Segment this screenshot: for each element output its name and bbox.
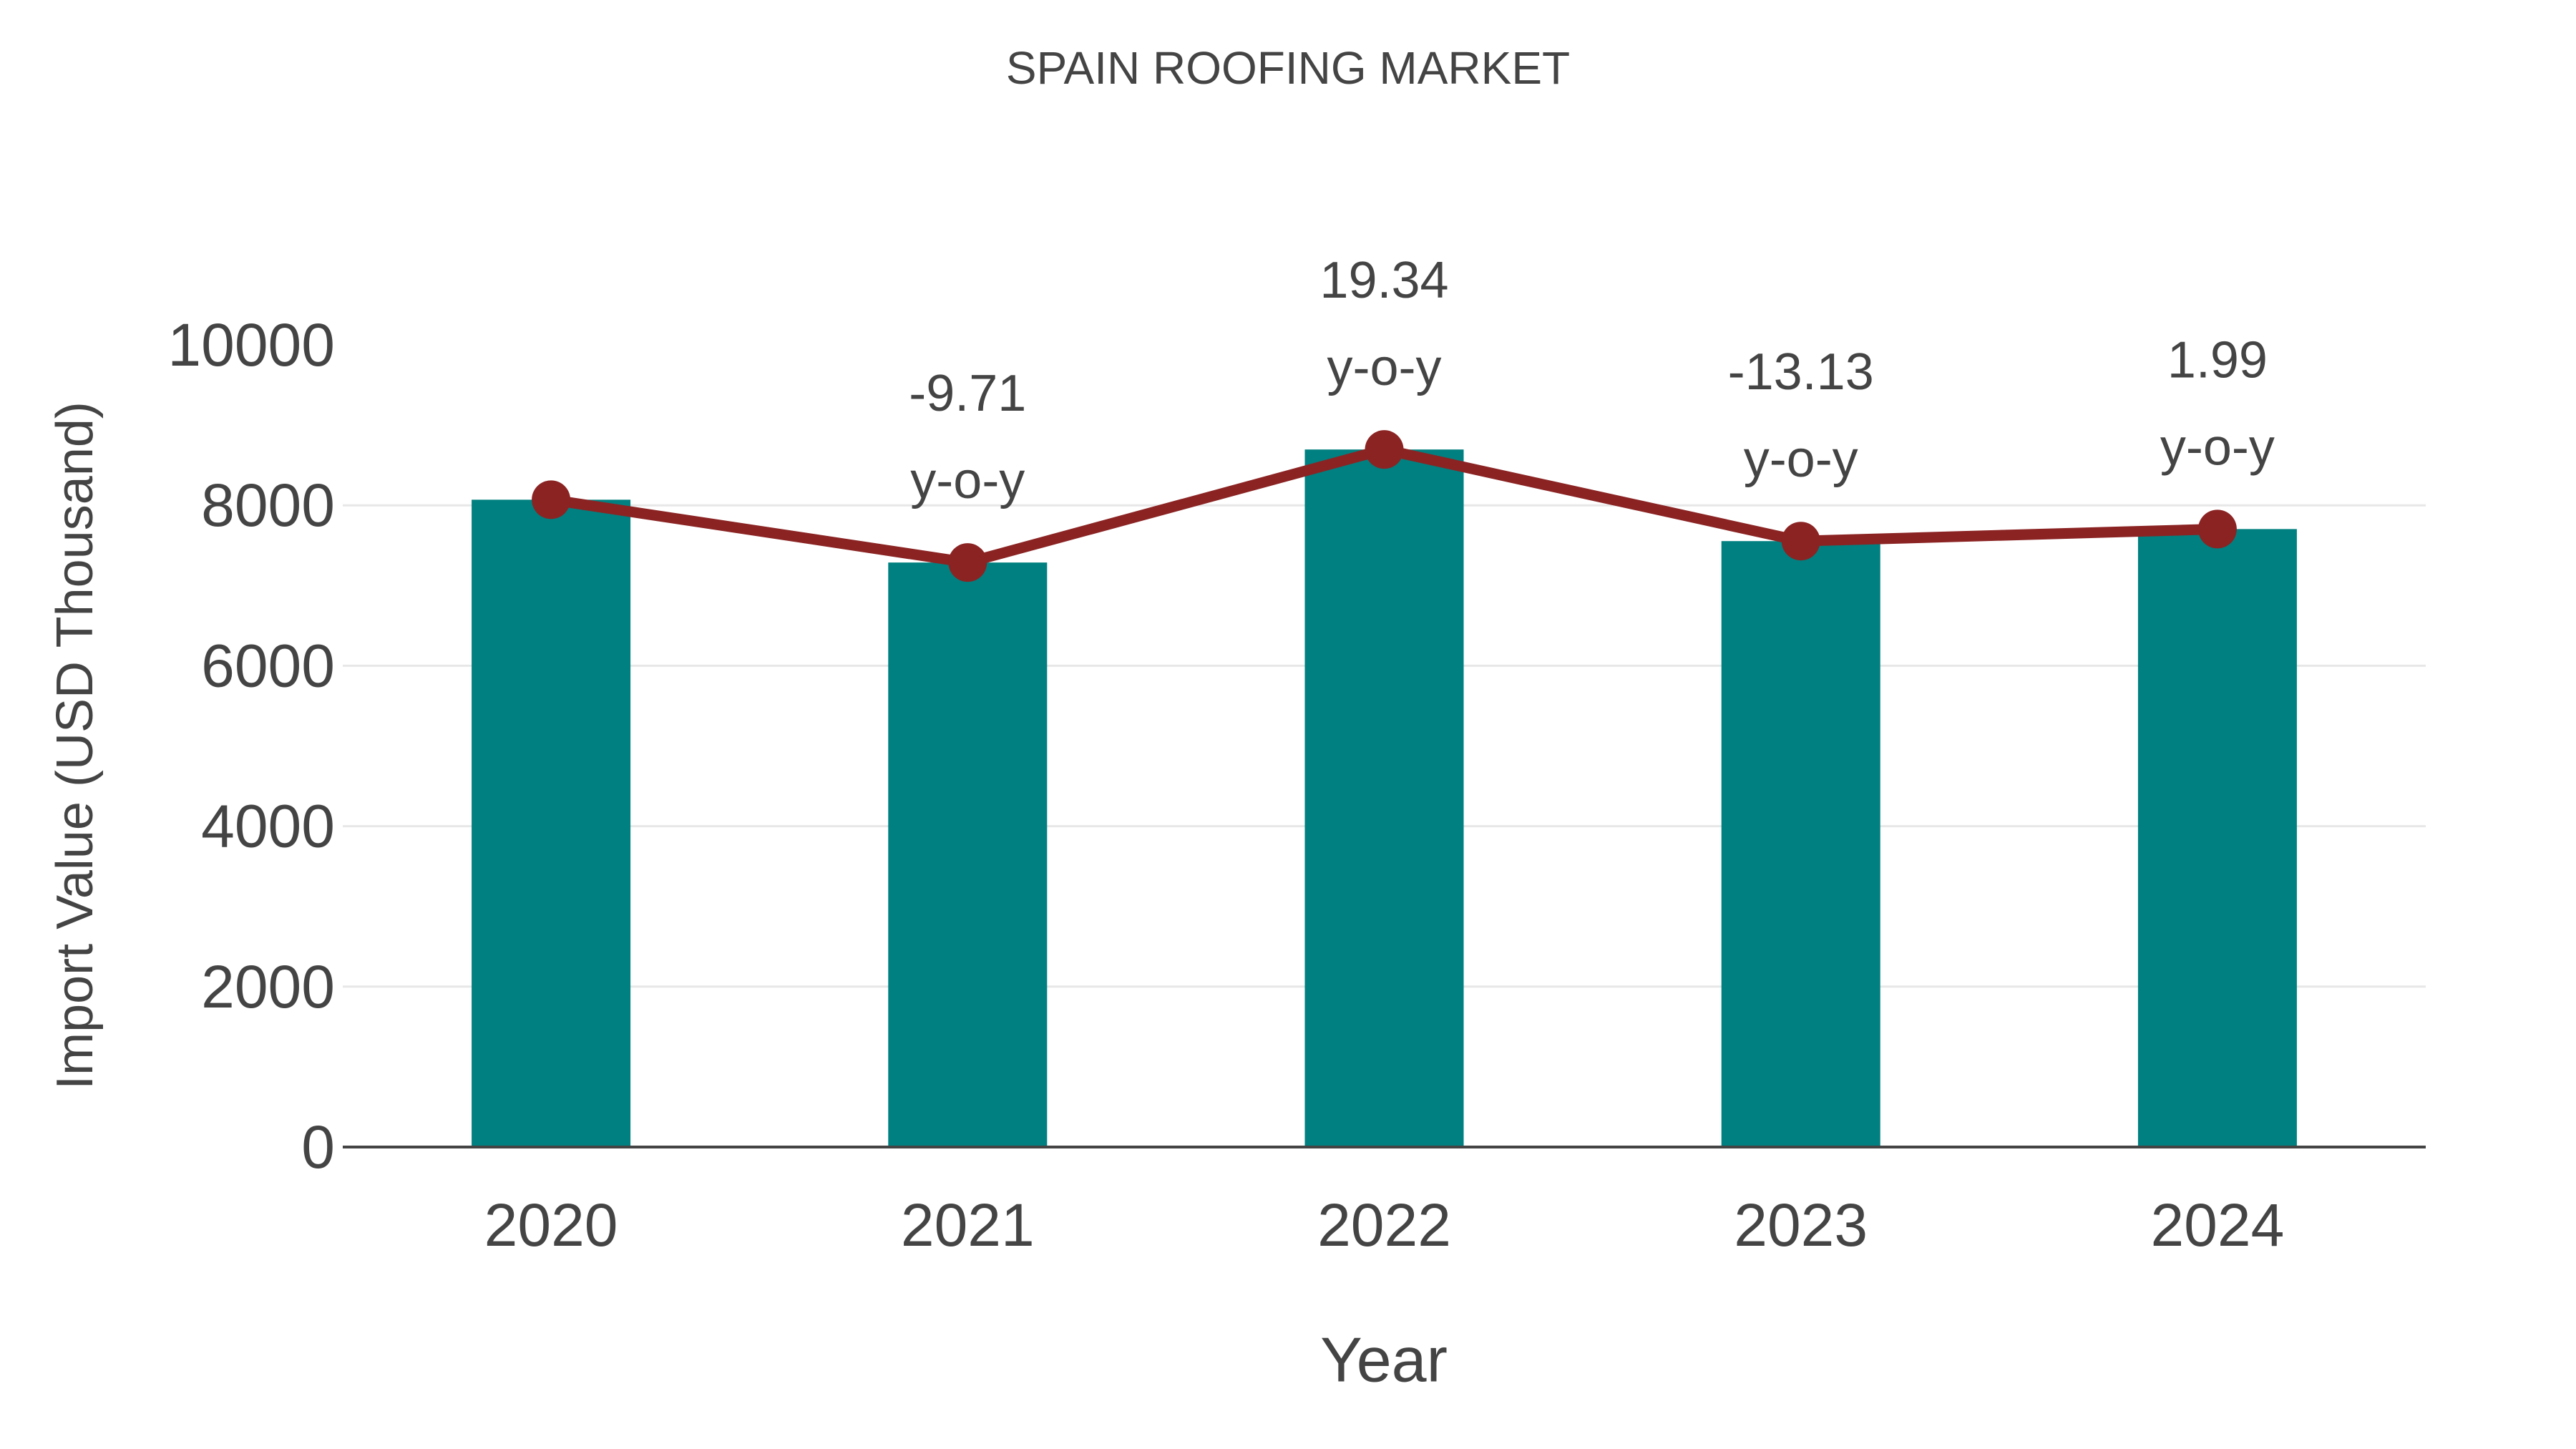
- yoy-suffix-2024: y-o-y: [2160, 419, 2275, 476]
- y-tick-label-4000: 4000: [201, 793, 335, 860]
- yoy-suffix-2022: y-o-y: [1327, 339, 1442, 396]
- yoy-suffix-2021: y-o-y: [910, 452, 1025, 509]
- yoy-value-2024: 1.99: [2167, 331, 2268, 389]
- y-tick-label-10000: 10000: [167, 311, 335, 379]
- trend-marker-2022: [1365, 430, 1404, 469]
- trend-marker-2020: [532, 480, 571, 519]
- x-axis-tick-labels: 2020 2021 2022 2023 2024: [484, 1191, 2285, 1259]
- trend-marker-2024: [2197, 509, 2237, 549]
- yoy-value-2021: -9.71: [909, 365, 1026, 422]
- x-tick-label-2023: 2023: [1734, 1191, 1868, 1259]
- yoy-value-2022: 19.34: [1319, 252, 1448, 309]
- x-tick-label-2020: 2020: [484, 1191, 618, 1259]
- yoy-annotations: -9.71 y-o-y 19.34 y-o-y -13.13 y-o-y 1.99 y-o-y: [909, 252, 2275, 509]
- y-axis-tick-labels: 0 2000 4000 6000 8000 10000: [167, 311, 335, 1181]
- bar-series: [472, 449, 2297, 1147]
- bar-2022: [1304, 449, 1464, 1147]
- yoy-value-2023: -13.13: [1728, 343, 1874, 401]
- y-axis-title: Import Value (USD Thousand): [47, 401, 104, 1090]
- y-tick-label-2000: 2000: [201, 953, 335, 1020]
- y-tick-label-0: 0: [301, 1113, 335, 1181]
- chart-title: SPAIN ROOFING MARKET: [1006, 42, 1570, 94]
- bar-2021: [888, 562, 1048, 1147]
- x-tick-label-2024: 2024: [2150, 1191, 2284, 1259]
- x-tick-label-2021: 2021: [901, 1191, 1035, 1259]
- bar-2024: [2137, 529, 2297, 1147]
- y-tick-label-6000: 6000: [201, 632, 335, 699]
- x-axis-title: Year: [1320, 1324, 1448, 1395]
- x-tick-label-2022: 2022: [1317, 1191, 1451, 1259]
- bar-2023: [1721, 541, 1880, 1147]
- bar-2020: [472, 499, 631, 1147]
- trend-marker-2021: [948, 543, 987, 582]
- yoy-suffix-2023: y-o-y: [1744, 431, 1858, 488]
- line-series: [532, 430, 2237, 582]
- trend-marker-2023: [1781, 522, 1820, 561]
- y-tick-label-8000: 8000: [201, 472, 335, 539]
